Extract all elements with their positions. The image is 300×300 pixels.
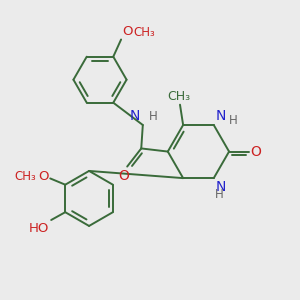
Text: CH₃: CH₃ <box>167 90 190 103</box>
Text: H: H <box>148 110 157 123</box>
Text: O: O <box>250 145 261 159</box>
Text: N: N <box>215 110 226 123</box>
Text: O: O <box>118 169 129 183</box>
Text: H: H <box>215 188 224 201</box>
Text: N: N <box>129 110 140 123</box>
Text: O: O <box>38 170 49 183</box>
Text: CH₃: CH₃ <box>14 170 36 183</box>
Text: O: O <box>123 25 133 38</box>
Text: N: N <box>215 180 226 194</box>
Text: HO: HO <box>29 222 50 235</box>
Text: CH₃: CH₃ <box>133 26 155 39</box>
Text: H: H <box>229 114 238 127</box>
